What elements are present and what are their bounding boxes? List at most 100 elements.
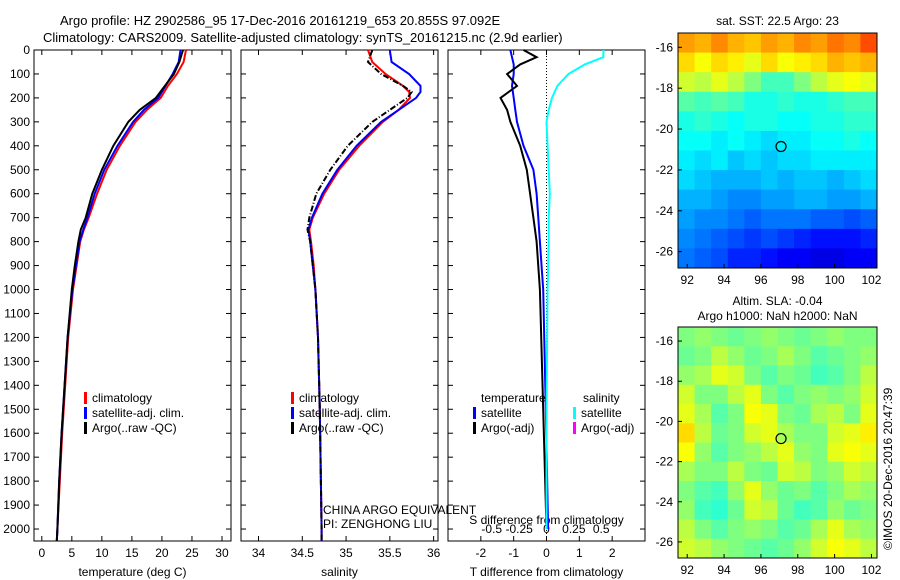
map-cell [843,170,861,191]
map-cell [760,91,778,112]
map-cell [843,423,861,443]
map-cell [694,189,712,210]
map-cell [694,346,712,366]
map-cell [794,346,812,366]
map-cell [744,52,762,73]
map-cell [777,111,795,132]
x-tick-label: -1 [508,546,519,560]
x-tick-label: 92 [681,273,695,287]
map-cell [711,130,729,151]
map-cell [711,500,729,520]
map-cell [727,346,745,366]
map-cell [678,248,696,269]
map-cell [760,327,778,347]
map-cell [794,404,812,424]
x2-tick-label: -0.5 [481,522,502,536]
map-cell [760,52,778,73]
map-cell [810,327,828,347]
map-cell [794,538,812,559]
legend-swatch [473,422,476,434]
x-tick-label: 0 [38,546,45,560]
map-cell [678,130,696,151]
map-cell [794,365,812,386]
series-line-satellite-adj-clim- [307,49,422,541]
map-cell [760,228,778,249]
y-tick-label: -26 [656,245,674,259]
x-tick-label: 94 [717,273,731,287]
map-cell [810,130,828,151]
map-cell [777,72,795,93]
map-cell [727,327,745,347]
legend-label: Argo(-adj) [481,421,534,435]
legend-swatch [291,422,294,434]
map-cell [777,209,795,230]
series-line-argo-raw-qc- [306,49,414,541]
map-cell [827,189,845,210]
legend-swatch [573,407,576,419]
map-cell [694,423,712,443]
x-tick-label: 92 [681,563,695,577]
map-cell [744,519,762,540]
y-tick-label: 1600 [3,426,30,440]
map-cell [678,384,696,405]
x-tick-label: -2 [475,546,486,560]
map-cell [727,209,745,230]
map-cell [678,228,696,249]
y-tick-label: 2000 [3,522,30,536]
map-cell [744,365,762,386]
map-cell [843,72,861,93]
map-cell [860,519,878,540]
map-cell [860,52,878,73]
map-cell [694,52,712,73]
map-cell [678,346,696,366]
map-cell [727,500,745,520]
map-cell [711,170,729,191]
map-cell [777,442,795,463]
figure-title-line2: Climatology: CARS2009. Satellite-adjuste… [43,30,563,45]
legend-label: climatology [92,391,152,405]
map-cell [777,365,795,386]
map-cell [678,111,696,132]
map-cell [777,189,795,210]
argo-location-marker [775,432,787,445]
y-tick-label: -16 [656,334,674,348]
profile-panel-3: -2 -1 0 1 2 T difference from climatology -0.5… [447,49,646,579]
x-tick-label: 35 [339,546,353,560]
map-cell [711,442,729,463]
map-cell [860,423,878,443]
legend-swatch [473,407,476,419]
map-cell [744,481,762,501]
map-cell [760,130,778,151]
x2-tick-label: 0.5 [593,522,610,536]
map-cell [860,111,878,132]
credit-text: ©IMOS 20-Dec-2016 20:47:39 [881,387,895,550]
map-cell [843,150,861,171]
map-cell [678,461,696,482]
map-cell [694,150,712,171]
map-cell [711,248,729,269]
map-cell [777,170,795,191]
map-cell [711,481,729,501]
map-cell [744,384,762,405]
y-tick-label: 1300 [3,354,30,368]
map-cell [777,130,795,151]
map-cell [827,209,845,230]
map-cell [810,346,828,366]
map-cell [810,91,828,112]
legend-swatch [84,422,87,434]
map-cell [760,442,778,463]
map-cell [777,228,795,249]
map-cell [678,538,696,559]
map-cell [860,327,878,347]
map-cell [777,346,795,366]
map-cell [711,91,729,112]
x-tick-label: 35.5 [378,546,402,560]
map-cell [744,423,762,443]
x-tick-label: 100 [825,563,845,577]
map-cell [760,346,778,366]
map-cell [827,72,845,93]
y-tick-label: 1400 [3,378,30,392]
map-cell [694,481,712,501]
x2-tick-label: -0.25 [505,522,533,536]
map-cell [711,111,729,132]
